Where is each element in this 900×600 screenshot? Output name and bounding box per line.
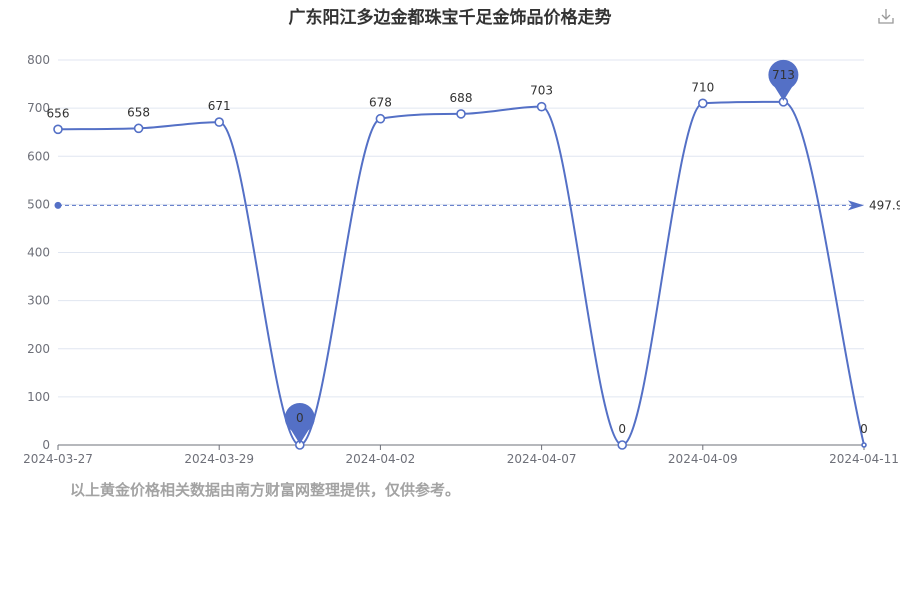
- data-point: [617, 440, 628, 450]
- y-tick-label: 500: [27, 197, 50, 211]
- data-label: 658: [127, 105, 150, 119]
- max-marker-head: [768, 59, 799, 90]
- data-point: [214, 117, 224, 127]
- data-point: [697, 98, 708, 109]
- data-point: [375, 113, 386, 124]
- data-point: [861, 442, 867, 448]
- chart-title: 广东阳江多边金都珠宝千足金饰品价格走势: [288, 8, 612, 28]
- x-tick-label: 2024-04-02: [346, 452, 416, 466]
- data-label: 0: [860, 422, 868, 436]
- y-tick-label: 200: [27, 342, 50, 356]
- data-label: 0: [618, 422, 626, 436]
- footnote: 以上黄金价格相关数据由南方财富网整理提供，仅供参考。: [70, 481, 461, 499]
- min-marker-label: 0: [296, 411, 304, 425]
- y-tick-label: 300: [27, 294, 50, 308]
- max-marker-label: 713: [772, 68, 795, 82]
- x-tick-label: 2024-04-11: [829, 452, 899, 466]
- download-icon[interactable]: [876, 6, 896, 26]
- y-tick-label: 0: [42, 438, 50, 452]
- data-label: 710: [691, 80, 714, 94]
- average-line-label: 497.9: [869, 198, 900, 212]
- y-tick-label: 400: [27, 246, 50, 260]
- min-marker-head: [284, 403, 315, 433]
- x-tick-label: 2024-03-29: [184, 452, 254, 466]
- x-tick-label: 2024-04-07: [507, 452, 577, 466]
- average-line-arrow: [848, 200, 864, 211]
- y-tick-label: 100: [27, 390, 50, 404]
- data-label: 678: [369, 96, 392, 110]
- data-point: [133, 123, 144, 134]
- x-tick-label: 2024-04-09: [668, 452, 738, 466]
- data-label: 671: [208, 99, 231, 113]
- series-line: [57, 100, 865, 447]
- data-point: [53, 124, 63, 135]
- data-label: 656: [47, 106, 70, 120]
- y-tick-label: 800: [27, 53, 50, 67]
- data-point: [456, 109, 466, 119]
- data-label: 703: [530, 84, 553, 98]
- y-tick-label: 700: [27, 101, 50, 115]
- data-point: [536, 101, 547, 112]
- data-label: 688: [450, 91, 473, 105]
- x-tick-label: 2024-03-27: [23, 452, 93, 466]
- y-tick-label: 600: [27, 149, 50, 163]
